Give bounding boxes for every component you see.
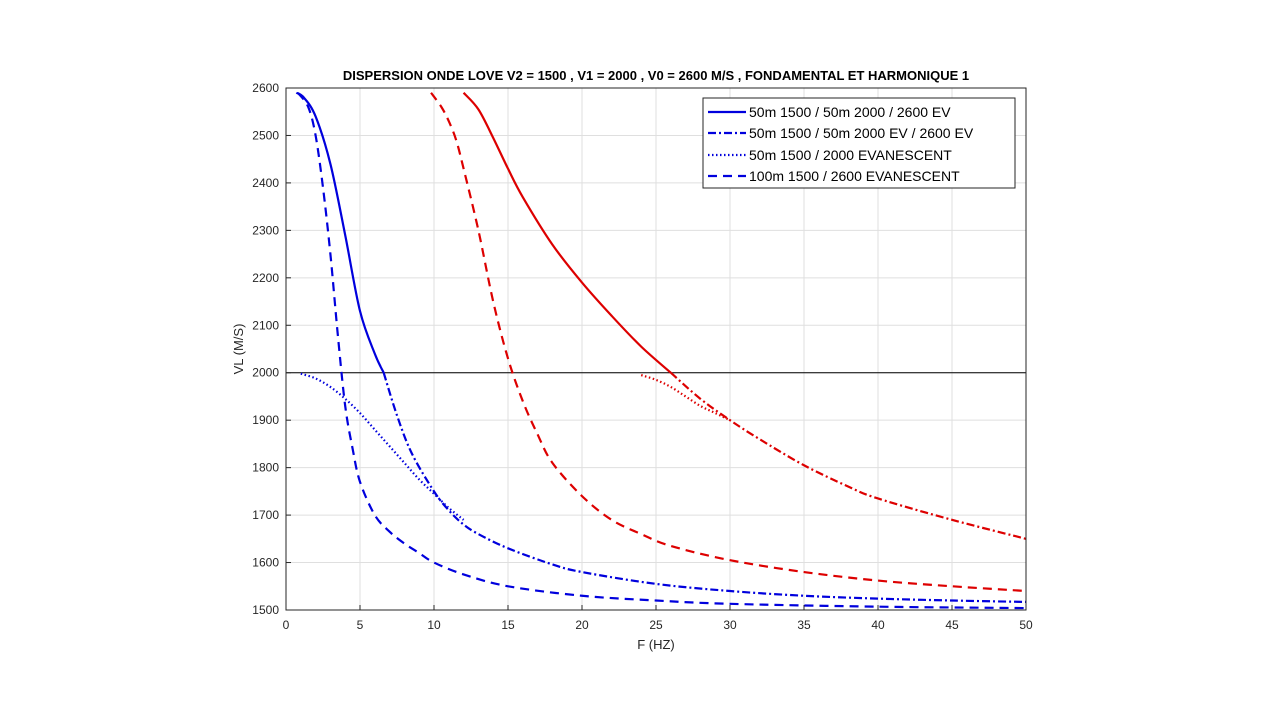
- x-tick-label: 40: [871, 618, 885, 632]
- legend-items: [708, 110, 746, 178]
- tick-labels: 0 5 10 15 20 25 30 35 40 45 50 1500 1600 1700 1800 1900…: [252, 81, 1033, 632]
- series-line-1: [382, 372, 1027, 604]
- y-tick-label: 2300: [252, 223, 279, 237]
- y-tick-label: 1600: [252, 556, 279, 570]
- y-tick-label: 1500: [252, 603, 279, 617]
- x-tick-label: 45: [945, 618, 959, 632]
- x-tick-label: 25: [649, 618, 663, 632]
- legend-label-3: 100m 1500 / 2600 EVANESCENT: [749, 168, 960, 184]
- y-tick-label: 2500: [252, 128, 279, 142]
- y-tick-label: 2000: [252, 366, 279, 380]
- x-tick-label: 35: [797, 618, 811, 632]
- y-tick-label: 2100: [252, 318, 279, 332]
- y-tick-label: 2200: [252, 271, 279, 285]
- y-axis-label: VL (M/S): [231, 324, 246, 375]
- legend-label-2: 50m 1500 / 2000 EVANESCENT: [749, 147, 952, 163]
- y-tick-label: 1900: [252, 413, 279, 427]
- series-line-3: [296, 92, 1027, 610]
- legend-label-0: 50m 1500 / 50m 2000 / 2600 EV: [749, 104, 951, 120]
- x-tick-label: 30: [723, 618, 737, 632]
- x-tick-label: 0: [283, 618, 290, 632]
- y-tick-label: 1700: [252, 508, 279, 522]
- x-tick-label: 5: [357, 618, 364, 632]
- x-axis-label: F (HZ): [637, 637, 675, 652]
- legend-label-1: 50m 1500 / 50m 2000 EV / 2600 EV: [749, 125, 974, 141]
- x-tick-label: 10: [427, 618, 441, 632]
- legend: 50m 1500 / 50m 2000 / 2600 EV 50m 1500 /…: [702, 97, 1016, 189]
- series-line-0: [295, 91, 385, 374]
- x-tick-label: 15: [501, 618, 515, 632]
- chart-title: DISPERSION ONDE LOVE V2 = 1500 , V1 = 20…: [343, 68, 969, 83]
- series-line-7: [430, 92, 1027, 593]
- y-tick-label: 1800: [252, 461, 279, 475]
- series-line-5: [670, 371, 1027, 540]
- x-tick-label: 50: [1019, 618, 1033, 632]
- series-line-4: [462, 91, 672, 374]
- x-tick-label: 20: [575, 618, 589, 632]
- y-tick-label: 2600: [252, 81, 279, 95]
- legend-box: [702, 97, 1016, 189]
- series-group: [295, 91, 1027, 610]
- y-tick-label: 2400: [252, 176, 279, 190]
